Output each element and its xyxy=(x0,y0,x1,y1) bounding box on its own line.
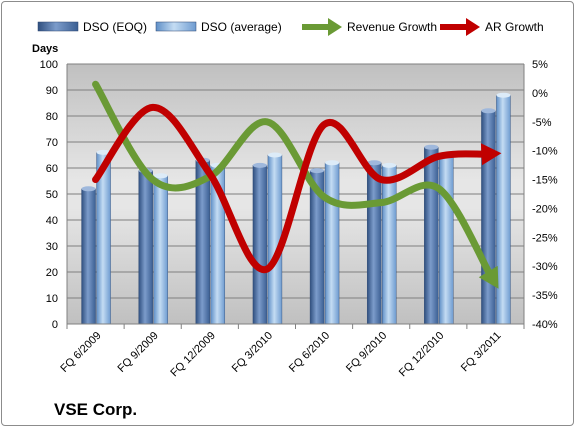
bar-dso-eoq xyxy=(424,146,439,325)
bar-cap xyxy=(382,162,397,168)
bar-dso-average xyxy=(324,162,340,325)
company-name: VSE Corp. xyxy=(54,400,138,419)
y2-tick-label: -30% xyxy=(532,261,558,273)
x-tick-label: FQ 3/2011 xyxy=(459,330,504,375)
arrowhead-revenue-growth xyxy=(478,265,499,289)
bar-dso-eoq xyxy=(252,165,268,325)
axes xyxy=(66,64,525,329)
y2-tick-label: 0% xyxy=(532,88,548,100)
line-ar-growth xyxy=(92,103,489,273)
y-tick-label: 50 xyxy=(46,189,58,201)
y-tick-label: 100 xyxy=(40,59,58,71)
y2-tick-label: -40% xyxy=(532,319,558,331)
y-tick-label: 0 xyxy=(52,319,58,331)
bar-cap xyxy=(325,160,340,166)
bar-cap xyxy=(481,108,496,114)
legend: DSO (EOQ) DSO (average) Revenue Growth AR G… xyxy=(37,18,544,36)
legend-swatch-dso-eoq xyxy=(37,21,79,32)
y-tick-label: 40 xyxy=(46,215,58,227)
bar-cap xyxy=(310,168,325,174)
bar-cap xyxy=(252,162,267,168)
y-tick-label: 80 xyxy=(46,111,58,123)
legend-label-dso-average: DSO (average) xyxy=(201,20,282,34)
y-axis-label: Days xyxy=(32,43,58,55)
bar-dso-average xyxy=(153,175,168,325)
y2-axis-ticks: 5% 0% -5% -10% -15% -20% -25% -30% -35% -40% xyxy=(532,59,558,331)
x-tick-label: FQ 9/2009 xyxy=(116,330,161,375)
y2-tick-label: -10% xyxy=(532,146,558,158)
y2-tick-label: -15% xyxy=(532,175,558,187)
legend-label-revenue-growth: Revenue Growth xyxy=(347,20,437,34)
bar-dso-eoq xyxy=(481,110,496,325)
x-tick-label: FQ 9/2010 xyxy=(344,330,389,375)
bar-cap xyxy=(81,186,96,192)
legend-swatch-dso-average xyxy=(155,21,197,32)
bar-dso-eoq xyxy=(81,188,96,325)
y2-tick-label: -35% xyxy=(532,290,558,302)
bar-cap xyxy=(153,173,168,179)
y2-tick-label: -20% xyxy=(532,203,558,215)
y2-tick-label: 5% xyxy=(532,59,548,71)
bar-cap xyxy=(267,152,282,158)
bar-dso-average xyxy=(439,154,454,325)
legend-label-ar-growth: AR Growth xyxy=(485,20,544,34)
y-tick-label: 20 xyxy=(46,267,58,279)
y-axis-ticks: 0 10 20 30 40 50 60 70 80 90 100 xyxy=(40,59,58,331)
bar-cap xyxy=(96,149,111,155)
bar-dso-average xyxy=(381,165,397,325)
line-revenue-growth xyxy=(92,80,494,279)
bar-cap xyxy=(424,144,439,150)
bar-dso-eoq xyxy=(138,170,153,325)
bar-cap xyxy=(367,160,382,166)
y-tick-label: 30 xyxy=(46,241,58,253)
y2-tick-label: -25% xyxy=(532,232,558,244)
x-tick-label: FQ 12/2010 xyxy=(397,330,447,380)
legend-arrow-ar-growth xyxy=(466,18,480,36)
x-tick-label: FQ 12/2009 xyxy=(168,330,218,380)
legend-arrow-revenue-growth xyxy=(328,18,342,36)
x-tick-label: FQ 6/2010 xyxy=(287,330,332,375)
x-tick-label: FQ 6/2009 xyxy=(58,330,103,375)
y-tick-label: 60 xyxy=(46,163,58,175)
y-tick-label: 70 xyxy=(46,137,58,149)
y-tick-label: 90 xyxy=(46,85,58,97)
legend-label-dso-eoq: DSO (EOQ) xyxy=(83,20,147,34)
x-tick-label: FQ 3/2010 xyxy=(230,330,275,375)
bar-cap xyxy=(496,92,511,98)
bar-dso-eoq xyxy=(366,162,382,325)
lines xyxy=(92,80,502,289)
arrowhead-ar-growth xyxy=(480,143,502,166)
y2-tick-label: -5% xyxy=(532,117,552,129)
y-tick-label: 10 xyxy=(46,293,58,305)
x-axis-ticks: FQ 6/2009 FQ 9/2009 FQ 12/2009 FQ 3/2010 FQ … xyxy=(58,330,503,380)
bar-dso-average xyxy=(496,94,511,325)
